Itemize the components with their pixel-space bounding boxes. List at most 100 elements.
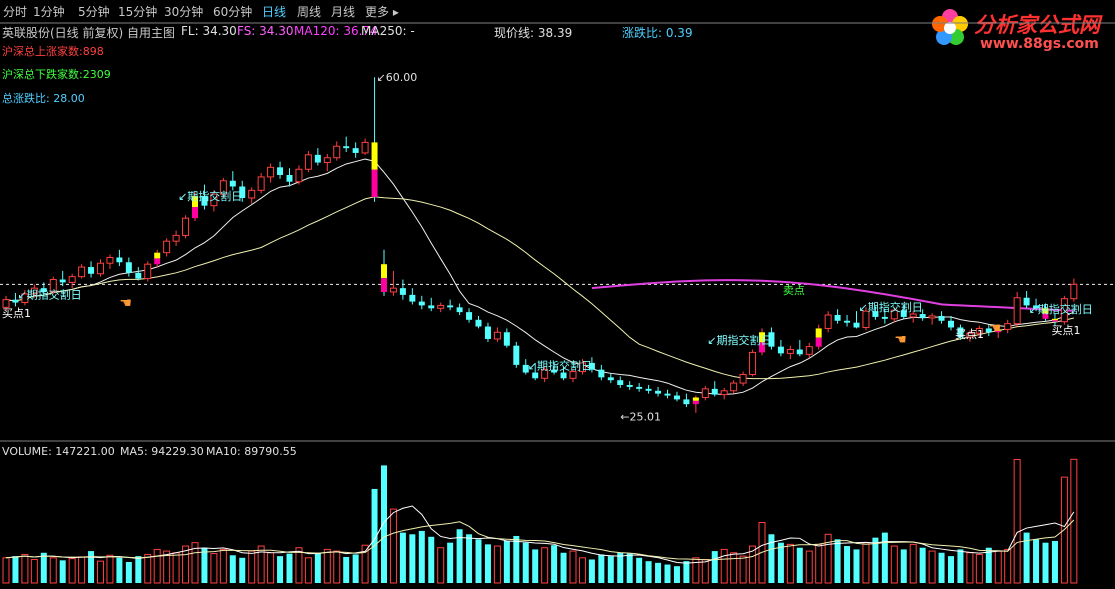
candle-body-down bbox=[919, 314, 926, 318]
volume-bar-down bbox=[655, 562, 662, 583]
volume-bar-up bbox=[304, 557, 312, 584]
candle-body-down bbox=[607, 377, 614, 381]
candle-body-up bbox=[78, 266, 86, 278]
candle-body-down bbox=[957, 327, 964, 338]
candle-body-up bbox=[541, 369, 549, 379]
volume-bar-down bbox=[135, 556, 142, 583]
volume-bar-down bbox=[503, 541, 510, 583]
period-tab-1[interactable]: 1分钟 bbox=[33, 5, 65, 19]
buy-point-label: 买点1 bbox=[2, 307, 31, 320]
volume-bar-up bbox=[163, 550, 171, 584]
volume-bar-up bbox=[1013, 459, 1021, 584]
candle-body-down bbox=[1033, 305, 1040, 309]
futures-expiry-label: ↙期指交割日 bbox=[707, 333, 771, 347]
candle-body-up bbox=[163, 240, 171, 254]
candle-body-down bbox=[598, 369, 605, 378]
volume-bar-up bbox=[749, 545, 757, 584]
period-tab-4[interactable]: 30分钟 bbox=[164, 5, 204, 19]
volume-ma5-label: MA5: 94229.30 bbox=[120, 445, 204, 458]
period-tab-3[interactable]: 15分钟 bbox=[118, 5, 158, 19]
volume-bar-down bbox=[343, 556, 350, 583]
signal-candle-bottom bbox=[371, 169, 378, 198]
futures-expiry-label: ↙期指交割日 bbox=[528, 359, 592, 373]
logo-title: 分析家公式网 bbox=[974, 13, 1100, 37]
candle-body-down bbox=[664, 393, 671, 396]
signal-candle-bottom bbox=[815, 337, 822, 347]
candle-body-down bbox=[503, 332, 510, 346]
volume-bar-down bbox=[286, 553, 293, 583]
volume-bar-down bbox=[957, 549, 964, 583]
period-tab-0[interactable]: 分时 bbox=[3, 5, 28, 19]
candlestick-chart: ↙60.00 ←25.01 ↙期指交割日 ↙期指交割日 ↙期指交割日 ↙期指交割日 ↙期指交… bbox=[0, 22, 1115, 442]
candle-body-up bbox=[219, 180, 227, 195]
volume-bar-up bbox=[578, 557, 586, 584]
candle-body-down bbox=[135, 272, 142, 279]
volume-bar-down bbox=[88, 551, 95, 583]
period-tab-2[interactable]: 5分钟 bbox=[78, 5, 110, 19]
candle-body-up bbox=[890, 309, 898, 320]
volume-bar-up bbox=[966, 552, 974, 584]
fl-label: FL: 34.30 bbox=[181, 24, 237, 38]
hand-signal-icon: ☚ bbox=[894, 332, 907, 348]
candle-body-down bbox=[484, 326, 491, 339]
period-tab-7[interactable]: 周线 bbox=[297, 5, 322, 19]
volume-bar-down bbox=[314, 552, 321, 583]
period-tab-8[interactable]: 月线 bbox=[331, 5, 356, 19]
volume-bar-down bbox=[834, 539, 841, 583]
candle-body-down bbox=[522, 364, 529, 373]
period-tab-5[interactable]: 60分钟 bbox=[213, 5, 253, 19]
volume-bar-up bbox=[493, 545, 501, 584]
candle-body-down bbox=[617, 380, 624, 386]
candle-body-up bbox=[304, 154, 312, 170]
candle-body-down bbox=[844, 320, 851, 323]
signal-candle-bottom bbox=[692, 400, 699, 405]
volume-bar-down bbox=[796, 547, 803, 583]
period-tab-6[interactable]: 日线 bbox=[262, 5, 287, 19]
sell-point-label: 卖点 bbox=[783, 284, 805, 297]
candle-body-up bbox=[21, 293, 29, 304]
volume-bar-up bbox=[361, 544, 369, 584]
volume-bar-up bbox=[295, 547, 303, 584]
volume-bar-up bbox=[68, 558, 76, 584]
volume-bar-up bbox=[257, 545, 265, 584]
candle-body-up bbox=[323, 157, 331, 164]
candle-body-up bbox=[975, 327, 983, 334]
candle-body-up bbox=[106, 256, 114, 264]
hand-signal-icon: ☚ bbox=[119, 295, 132, 311]
candle-body-up bbox=[389, 287, 397, 293]
candle-body-down bbox=[900, 310, 907, 317]
volume-bar-down bbox=[1042, 542, 1049, 583]
candle-body-down bbox=[588, 362, 595, 370]
price-ratio-label: 涨跌比: 0.39 bbox=[622, 26, 693, 40]
volume-bar-up bbox=[191, 542, 199, 584]
volume-bar-up bbox=[862, 542, 870, 584]
volume-bar-down bbox=[617, 552, 624, 583]
candle-body-up bbox=[720, 390, 728, 396]
period-tab-9[interactable]: 更多 ▸ bbox=[365, 5, 399, 19]
volume-bar-down bbox=[560, 552, 567, 583]
candle-body-down bbox=[239, 186, 246, 199]
candle-body-up bbox=[172, 234, 180, 242]
volume-bar-down bbox=[673, 566, 680, 583]
volume-bar-down bbox=[872, 537, 879, 583]
signal-candle-bottom bbox=[759, 342, 765, 353]
volume-bar-down bbox=[664, 564, 671, 583]
volume-bar-up bbox=[333, 550, 341, 584]
volume-bar-up bbox=[975, 553, 983, 584]
volume-bar-down bbox=[768, 534, 775, 583]
price-chart-panel: ↙60.00 ←25.01 ↙期指交割日 ↙期指交割日 ↙期指交割日 ↙期指交割日 ↙期指交… bbox=[0, 20, 1115, 442]
candle-body-down bbox=[985, 328, 992, 333]
signal-candle-bottom bbox=[154, 258, 161, 265]
candle-body-up bbox=[786, 349, 794, 354]
volume-bar-up bbox=[49, 557, 57, 584]
logo-url: www.88gs.com bbox=[980, 36, 1099, 52]
candle-body-down bbox=[466, 312, 473, 320]
volume-bar-up bbox=[248, 550, 256, 584]
candle-body-down bbox=[40, 288, 47, 292]
volume-bar-up bbox=[2, 557, 10, 584]
candle-body-up bbox=[701, 388, 709, 398]
signal-candle-top bbox=[815, 328, 822, 338]
volume-bar-down bbox=[456, 529, 463, 583]
signal-candle-top bbox=[759, 332, 765, 343]
volume-bar-down bbox=[551, 545, 558, 583]
